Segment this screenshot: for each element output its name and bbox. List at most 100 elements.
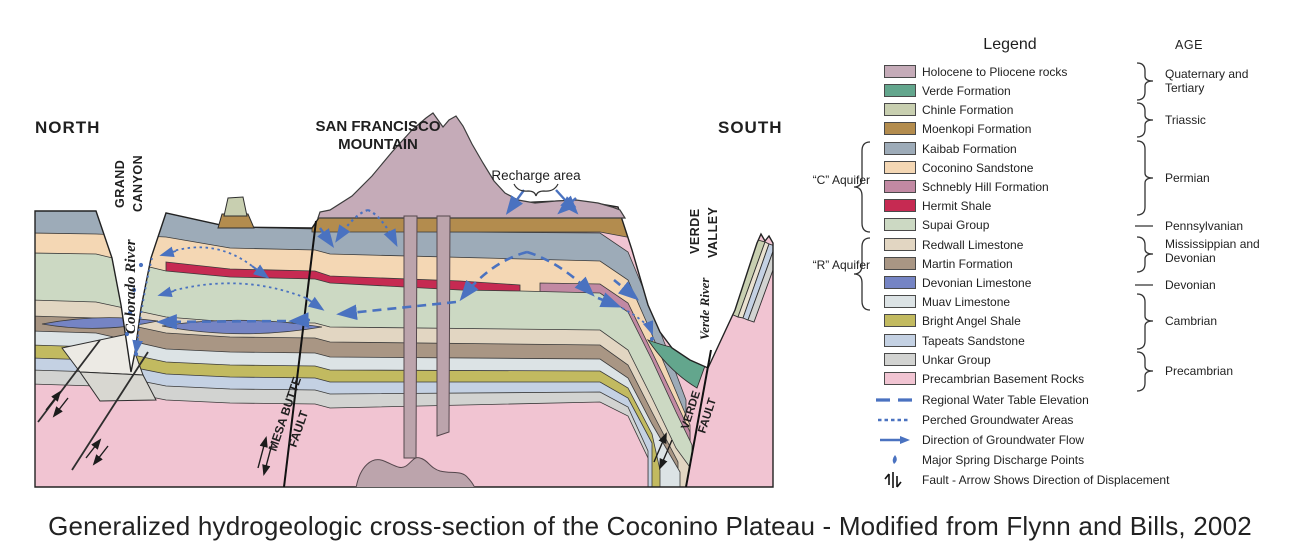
swatch-schnebly (884, 180, 916, 193)
label-colorado-river: Colorado River (123, 239, 139, 334)
water-arc-left-leg (459, 250, 528, 302)
dike-east (436, 215, 451, 437)
legend-row: Muav Limestone (770, 295, 1170, 311)
age-label-quaternary-tertiary: Quaternary and Tertiary (1165, 67, 1249, 95)
perched-arc-1 (169, 246, 253, 267)
legend-row: Direction of Groundwater Flow (770, 433, 1170, 449)
groundwater-flow-icon (870, 432, 916, 448)
mesa-butte-fault-line (283, 220, 317, 488)
butte (217, 196, 255, 229)
label-canyon: CANYON (131, 155, 145, 212)
age-label-triassic: Triassic (1165, 113, 1206, 127)
brace-precambrian (1136, 351, 1154, 392)
swatch-coconino (884, 161, 916, 174)
age-title: AGE (1175, 38, 1203, 52)
c-aquifer-brace (853, 141, 871, 233)
valley-slope-flow (613, 278, 640, 301)
legend-label: Devonian Limestone (922, 276, 1032, 290)
san-francisco-mountain (317, 112, 627, 219)
perched-groundwater-icon (870, 412, 916, 428)
legend-label: Fault - Arrow Shows Direction of Displac… (922, 473, 1170, 487)
label-north: NORTH (35, 118, 100, 137)
legend-row: Fault - Arrow Shows Direction of Displac… (770, 472, 1170, 489)
perched-arc-1-left-arrow (159, 246, 177, 257)
swatch-martin (884, 257, 916, 270)
label-grand: GRAND (113, 160, 127, 208)
legend-row: Verde Formation (770, 84, 1170, 100)
water-dotted-to-verde (621, 307, 654, 336)
label-south: SOUTH (718, 118, 783, 137)
age-braces (1135, 62, 1154, 392)
swatch-devonian-limestone (884, 276, 916, 289)
legend-label: Chinle Formation (922, 103, 1014, 117)
legend-label: Regional Water Table Elevation (922, 393, 1089, 407)
legend-label: Perched Groundwater Areas (922, 413, 1074, 427)
volcanic-intrusions (355, 215, 476, 487)
mountain-arc-right (367, 208, 398, 247)
legend-label: Verde Formation (922, 84, 1011, 98)
ridge-strip-tapeats (742, 243, 773, 321)
fault-infiltration-arrow (317, 227, 335, 248)
legend-row: Devonian Limestone (770, 276, 1170, 292)
water-table-icon (870, 392, 916, 408)
legend-label: Unkar Group (922, 353, 991, 367)
legend-row: Supai Group (770, 218, 1170, 234)
perched-arc-2-right-arrow (305, 296, 325, 311)
legend-label: Precambrian Basement Rocks (922, 372, 1085, 386)
age-label-mississippian-devonian: Mississippian and Devonian (1165, 237, 1260, 265)
legend-panel: Legend Holocene to Pliocene rocks Verde … (770, 34, 1170, 504)
section-outline (34, 200, 774, 488)
legend-row: Precambrian Basement Rocks (770, 372, 1170, 388)
label-verde-valley-2: VALLEY (706, 206, 720, 258)
swatch-supai (884, 218, 916, 231)
fault-displacement-arrows-west (45, 390, 109, 466)
dike-west (403, 215, 418, 459)
legend-row: Coconino Sandstone (770, 161, 1170, 177)
legend-row: Moenkopi Formation (770, 122, 1170, 138)
swatch-chinle (884, 103, 916, 116)
legend-row: Tapeats Sandstone (770, 334, 1170, 350)
legend-label: Major Spring Discharge Points (922, 453, 1085, 467)
legend-row: Schnebly Hill Formation (770, 180, 1170, 196)
strata-bands (35, 209, 693, 487)
swatch-verde-formation (884, 84, 916, 97)
legend-label: Muav Limestone (922, 295, 1011, 309)
butte-moenkopi-base (217, 213, 255, 229)
legend-label: Bright Angel Shale (922, 314, 1021, 328)
recharge-brace (513, 183, 559, 197)
label-sf-mountain-2: MOUNTAIN (338, 136, 418, 153)
legend-label: Schnebly Hill Formation (922, 180, 1049, 194)
legend-label: Supai Group (922, 218, 990, 232)
unkar-wedge-lower (79, 371, 157, 402)
cross-section-figure: NORTH SOUTH SAN FRANCISCO MOUNTAIN Recha… (34, 112, 783, 488)
legend-row: Hermit Shale (770, 199, 1170, 215)
swatch-kaibab (884, 142, 916, 155)
brace-permian (1136, 140, 1154, 216)
butte-chinle-cap (223, 196, 248, 217)
water-table-west (288, 312, 311, 328)
label-verde-river: Verde River (697, 277, 712, 340)
legend-label: Tapeats Sandstone (922, 334, 1025, 348)
swatch-unkar (884, 353, 916, 366)
fault-displacement-arrows-main (257, 432, 673, 477)
legend-row: Major Spring Discharge Points (770, 453, 1170, 469)
age-label-pennsylvanian: Pennsylvanian (1165, 219, 1244, 233)
age-label-permian: Permian (1165, 171, 1210, 185)
label-verde-valley-1: VERDE (688, 208, 702, 254)
water-table-central (336, 300, 457, 321)
swatch-hermit (884, 199, 916, 212)
age-panel: AGE Quaternary and Tertiary Triassic Per… (1125, 34, 1300, 454)
c-aquifer-label: “C” Aquifer (812, 173, 870, 187)
brace-quaternary-tertiary (1136, 62, 1154, 101)
aquifer-braces (853, 141, 871, 311)
legend-row: Redwall Limestone (770, 238, 1170, 254)
brace-mississippian-devonian (1136, 236, 1154, 273)
r-aquifer-brace (853, 237, 871, 311)
swatch-holocene (884, 65, 916, 78)
canyon-seepage-dotted (136, 257, 153, 346)
water-table-west-2 (156, 314, 287, 330)
legend-label: Redwall Limestone (922, 238, 1024, 252)
age-label-cambrian: Cambrian (1165, 314, 1218, 328)
brace-triassic (1136, 102, 1154, 138)
